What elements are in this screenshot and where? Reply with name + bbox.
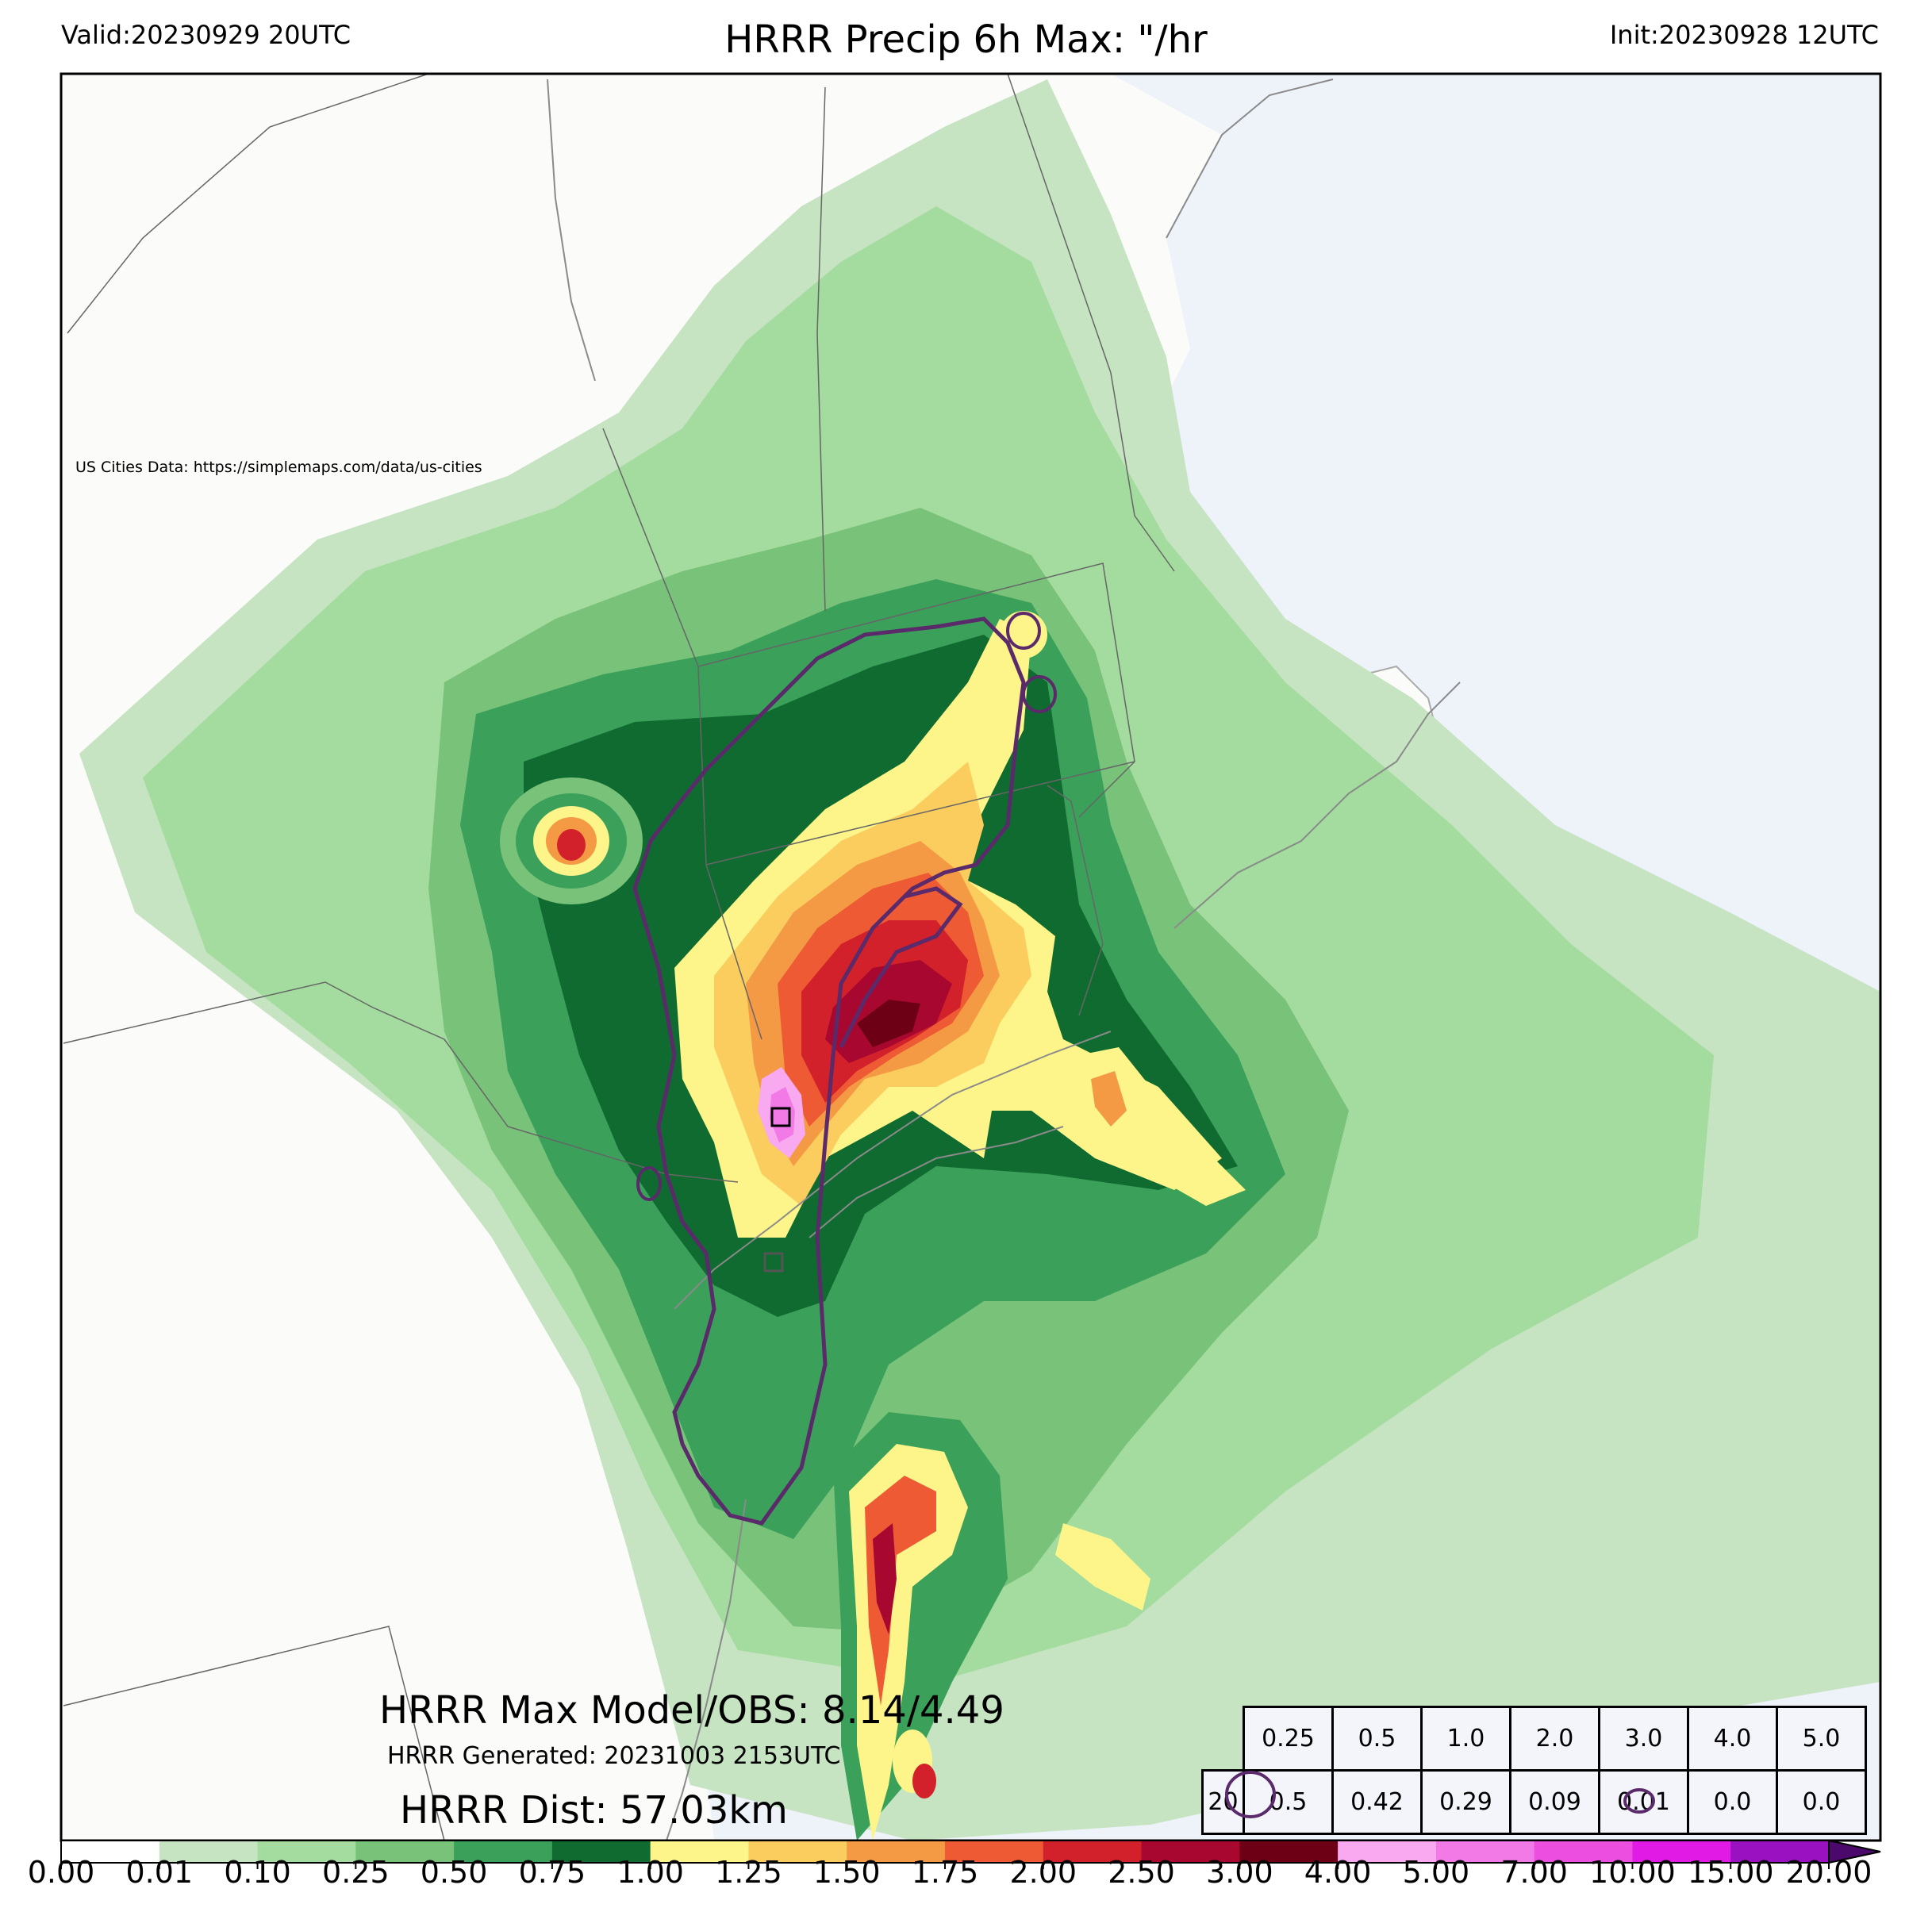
colorbar-tick-label: 1.00 <box>616 1855 684 1890</box>
obs-contour-small <box>1006 612 1041 650</box>
threshold-header-cell: 5.0 <box>1776 1706 1867 1772</box>
colorbar-segment <box>1338 1841 1437 1863</box>
colorbar-tick-label: 1.75 <box>911 1855 979 1890</box>
colorbar-segment <box>1043 1841 1143 1863</box>
obs-contour-small <box>636 1166 662 1201</box>
colorbar-segment <box>61 1841 160 1863</box>
distance-text: HRRR Dist: 57.03km <box>400 1788 788 1833</box>
colorbar-segment <box>551 1841 651 1863</box>
threshold-header-cell: 3.0 <box>1598 1706 1689 1772</box>
colorbar-tick-label: 0.00 <box>27 1855 95 1890</box>
colorbar-segment <box>454 1841 553 1863</box>
colorbar-segment <box>1141 1841 1240 1863</box>
threshold-header-cell: 0.25 <box>1243 1706 1334 1772</box>
colorbar-segment <box>257 1841 356 1863</box>
colorbar-tick-labels: 0.00 0.01 0.10 0.25 0.50 0.75 1.00 1.25 1.50 1.75… <box>0 1855 1932 1895</box>
valid-time: Valid:20230929 20UTC <box>61 20 351 50</box>
max-model-marker <box>770 1107 791 1127</box>
colorbar-segment <box>1435 1841 1535 1863</box>
colorbar-segment <box>1239 1841 1339 1863</box>
max-obs-marker <box>763 1252 784 1273</box>
obs-contour-inner <box>839 886 963 1049</box>
colorbar-tick-label: 1.25 <box>715 1855 782 1890</box>
colorbar-tick-label: 0.75 <box>518 1855 586 1890</box>
obs-contour <box>632 616 1026 1526</box>
colorbar-segment <box>748 1841 847 1863</box>
colorbar-segment <box>159 1841 259 1863</box>
threshold-header-cell: 0.5 <box>1331 1706 1423 1772</box>
obs-contour-small <box>1022 675 1057 713</box>
colorbar-tick-label: 2.00 <box>1009 1855 1077 1890</box>
colorbar-segment <box>847 1841 946 1863</box>
colorbar-segment <box>1534 1841 1633 1863</box>
colorbar-segment <box>945 1841 1044 1863</box>
colorbar-tick-label: 3.00 <box>1206 1855 1273 1890</box>
threshold-header-cell: 1.0 <box>1420 1706 1511 1772</box>
threshold-value-cell: 0.01 <box>1598 1769 1689 1835</box>
threshold-header-cell: 4.0 <box>1687 1706 1778 1772</box>
colorbar-tick-label: 7.00 <box>1500 1855 1568 1890</box>
colorbar-tick-label: 20.00 <box>1785 1855 1872 1890</box>
threshold-header-cell: 2.0 <box>1509 1706 1600 1772</box>
colorbar-tick-label: 0.01 <box>125 1855 194 1890</box>
colorbar-segment <box>355 1841 455 1863</box>
coastline <box>547 79 1461 1841</box>
colorbar <box>60 1839 1881 1869</box>
threshold-value-cell: 0.09 <box>1509 1769 1600 1835</box>
threshold-value-cell: 0.42 <box>1331 1769 1423 1835</box>
max-model-obs-text: HRRR Max Model/OBS: 8.14/4.49 <box>379 1688 1004 1733</box>
contour-legend-glyph <box>1623 1788 1655 1814</box>
threshold-value-cell: 0.29 <box>1420 1769 1511 1835</box>
colorbar-tick-label: 4.00 <box>1304 1855 1372 1890</box>
colorbar-tick-label: 2.50 <box>1108 1855 1175 1890</box>
colorbar-tick-label: 5.00 <box>1402 1855 1470 1890</box>
generated-text: HRRR Generated: 20231003 2153UTC <box>387 1742 841 1770</box>
threshold-value-cell: 0.0 <box>1776 1769 1867 1835</box>
colorbar-tick-label: 10.00 <box>1589 1855 1676 1890</box>
colorbar-segment <box>1730 1841 1830 1863</box>
colorbar-tick-label: 0.10 <box>224 1855 291 1890</box>
contour-legend-glyph <box>1225 1771 1276 1818</box>
attribution-text: US Cities Data: https://simplemaps.com/d… <box>75 459 482 476</box>
colorbar-segment <box>1632 1841 1731 1863</box>
colorbar-segment <box>650 1841 749 1863</box>
threshold-value-cell: 0.0 <box>1687 1769 1778 1835</box>
map-title: HRRR Precip 6h Max: "/hr <box>724 17 1208 62</box>
colorbar-tick-label: 1.50 <box>812 1855 881 1890</box>
colorbar-tick-label: 15.00 <box>1687 1855 1774 1890</box>
colorbar-tick-label: 0.25 <box>322 1855 390 1890</box>
init-time: Init:20230928 12UTC <box>1609 20 1879 50</box>
colorbar-tick-label: 0.50 <box>420 1855 488 1890</box>
